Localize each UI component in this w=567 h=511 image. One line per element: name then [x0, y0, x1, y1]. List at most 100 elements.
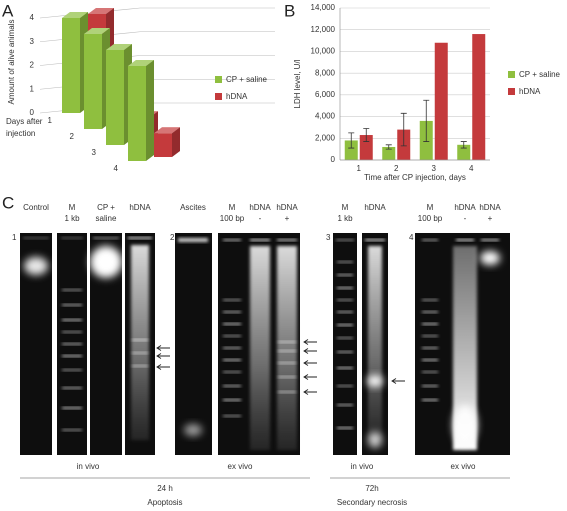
gel-band: [337, 311, 353, 313]
error-bar: [423, 99, 430, 142]
x-tick-label: 4: [469, 164, 474, 173]
bar-top-shade: [84, 28, 110, 34]
x-axis-title: Time after CP injection, days: [364, 173, 466, 182]
legend-swatch: [215, 76, 222, 83]
gel-band: [337, 427, 353, 429]
gel-band: [278, 362, 296, 364]
bar-top: [84, 28, 110, 34]
gel-band: [278, 341, 296, 343]
gel-band: [337, 385, 353, 387]
bar: [359, 135, 373, 160]
bar: [128, 66, 146, 161]
gel-band: [223, 299, 241, 301]
gel-band: [62, 343, 82, 345]
gel-band: [223, 399, 241, 401]
y-tick-label: 2: [30, 61, 35, 70]
gel-blob: [453, 405, 477, 445]
x-axis-title: injection: [6, 129, 35, 138]
gel-band: [223, 323, 241, 325]
gel-band: [132, 352, 148, 354]
lane-label: -: [464, 214, 467, 223]
bar-top: [154, 127, 180, 134]
gel-band: [62, 331, 82, 333]
lane-label: hDNA: [276, 203, 298, 212]
gel-band: [337, 261, 353, 263]
gel-band: [422, 359, 438, 361]
lane-label: +: [488, 214, 493, 223]
gel-band: [277, 239, 297, 241]
arrow: [156, 345, 170, 351]
y-tick-label: 0: [30, 108, 35, 117]
gel-band: [62, 355, 82, 357]
gel-band: [223, 385, 241, 387]
arrow: [156, 353, 170, 359]
y-tick-label: 2,000: [315, 133, 336, 142]
panel-label: A: [2, 1, 14, 20]
legend-swatch: [215, 93, 222, 100]
gel-band: [422, 385, 438, 387]
bar: [434, 42, 448, 160]
lane-label: hDNA: [129, 203, 151, 212]
gel-smear: [250, 246, 270, 450]
gel-band: [422, 399, 438, 401]
bar-top: [106, 44, 132, 50]
gel-band: [337, 337, 353, 339]
lane-label: 1 kb: [337, 214, 353, 223]
legend-label: CP + saline: [519, 70, 561, 79]
y-tick-label: 10,000: [311, 47, 336, 56]
gel-band: [62, 304, 82, 306]
gel-band: [422, 371, 438, 373]
arrow: [391, 378, 405, 384]
condition-label: in vivo: [77, 462, 100, 471]
gel-band: [481, 239, 499, 241]
gel-image: [175, 233, 212, 455]
y-tick-label: 12,000: [311, 25, 336, 34]
arrow: [303, 348, 317, 354]
y-tick-label: 4: [30, 13, 35, 22]
x-tick-label: 4: [114, 164, 119, 173]
lane-label: -: [259, 214, 262, 223]
gel-band: [223, 359, 241, 361]
gel-band: [422, 347, 438, 349]
gel-smear: [131, 245, 149, 440]
legend-label: hDNA: [226, 92, 248, 101]
gel-band: [337, 299, 353, 301]
legend-label: hDNA: [519, 87, 541, 96]
y-tick-label: 14,000: [311, 3, 336, 12]
gel-band: [62, 429, 82, 431]
lane-label: 100 bp: [220, 214, 245, 223]
condition-label: ex vivo: [451, 462, 476, 471]
bar: [382, 146, 396, 160]
gel-band: [132, 365, 148, 367]
gel-number: 2: [170, 233, 175, 242]
gel-band: [337, 351, 353, 353]
gel-band: [93, 237, 119, 239]
gel-band: [365, 239, 385, 241]
panel-label: B: [284, 1, 295, 20]
condition-label: ex vivo: [228, 462, 253, 471]
arrow: [303, 339, 317, 345]
gel-band: [422, 299, 438, 301]
bar-top-shade: [154, 127, 180, 134]
bar: [457, 144, 471, 160]
lane-label: M: [229, 203, 236, 212]
gel-band: [223, 415, 241, 417]
bar-side-shade: [146, 60, 154, 161]
legend-swatch: [508, 71, 515, 78]
arrow: [303, 374, 317, 380]
error-bar: [385, 144, 392, 150]
lane-label: 100 bp: [418, 214, 443, 223]
gel-band: [278, 376, 296, 378]
bar-top-shade: [128, 60, 154, 66]
gel-band: [422, 239, 438, 241]
lane-label: M: [342, 203, 349, 212]
gel-band: [337, 274, 353, 276]
gel-band: [132, 339, 148, 341]
legend-swatch: [508, 88, 515, 95]
gel-band: [178, 238, 208, 242]
bar: [84, 34, 102, 129]
bar-top-shade: [88, 8, 114, 14]
gel-band: [128, 237, 152, 239]
group-time: 72h: [365, 484, 378, 493]
